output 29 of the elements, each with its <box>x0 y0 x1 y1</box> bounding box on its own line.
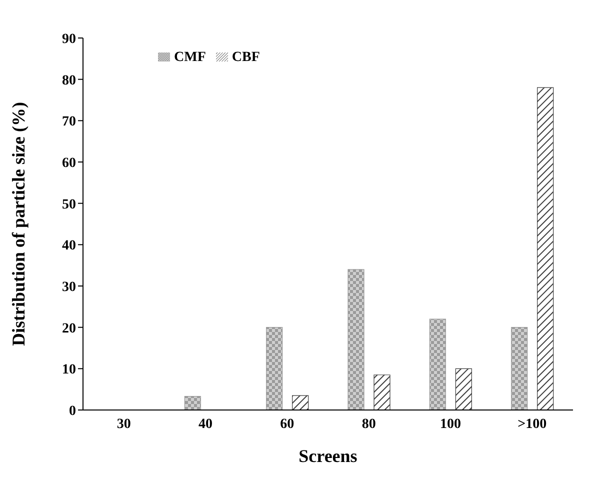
bar <box>374 374 390 410</box>
y-tick-label: 50 <box>62 197 76 212</box>
y-tick-label: 60 <box>62 156 76 171</box>
y-tick-label: 80 <box>62 73 76 88</box>
y-tick-label: 30 <box>62 280 76 295</box>
x-tick-label: >100 <box>518 416 547 432</box>
bar <box>292 395 309 410</box>
y-tick-label: 90 <box>62 32 76 47</box>
bar <box>455 368 472 410</box>
bar <box>266 327 283 410</box>
legend-label: CBF <box>232 50 260 65</box>
bar <box>348 269 364 410</box>
y-tick-label: 20 <box>62 321 76 336</box>
bar <box>184 396 201 410</box>
y-tick-label: 70 <box>62 114 76 130</box>
y-tick-label: 0 <box>69 404 76 419</box>
bar <box>511 327 528 410</box>
bar <box>429 318 446 410</box>
x-tick-label: 100 <box>440 416 461 432</box>
x-tick-label: 80 <box>362 416 376 432</box>
x-tick-label: 40 <box>198 416 212 432</box>
legend-label: CMF <box>174 50 206 65</box>
bar <box>537 87 554 410</box>
y-tick-label: 10 <box>62 362 76 378</box>
x-tick-label: 30 <box>116 416 131 432</box>
y-axis-title: Distribution of particle size (%) <box>8 102 28 346</box>
x-axis-title: Screens <box>298 446 358 466</box>
y-tick-label: 40 <box>62 238 76 254</box>
x-tick-label: 60 <box>280 416 294 432</box>
